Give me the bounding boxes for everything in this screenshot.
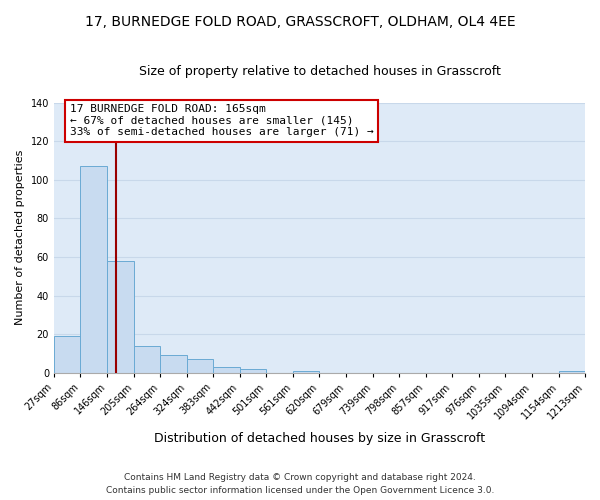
Bar: [160, 356, 187, 372]
Bar: [240, 369, 266, 372]
Bar: [559, 371, 585, 372]
Bar: [293, 371, 319, 372]
Bar: [107, 261, 134, 372]
X-axis label: Distribution of detached houses by size in Grasscroft: Distribution of detached houses by size …: [154, 432, 485, 445]
Title: Size of property relative to detached houses in Grasscroft: Size of property relative to detached ho…: [139, 65, 500, 78]
Bar: [134, 346, 160, 372]
Bar: [187, 359, 214, 372]
Text: Contains HM Land Registry data © Crown copyright and database right 2024.
Contai: Contains HM Land Registry data © Crown c…: [106, 474, 494, 495]
Bar: [80, 166, 107, 372]
Bar: [54, 336, 80, 372]
Text: 17 BURNEDGE FOLD ROAD: 165sqm
← 67% of detached houses are smaller (145)
33% of : 17 BURNEDGE FOLD ROAD: 165sqm ← 67% of d…: [70, 104, 374, 138]
Text: 17, BURNEDGE FOLD ROAD, GRASSCROFT, OLDHAM, OL4 4EE: 17, BURNEDGE FOLD ROAD, GRASSCROFT, OLDH…: [85, 15, 515, 29]
Bar: [214, 367, 240, 372]
Y-axis label: Number of detached properties: Number of detached properties: [15, 150, 25, 326]
